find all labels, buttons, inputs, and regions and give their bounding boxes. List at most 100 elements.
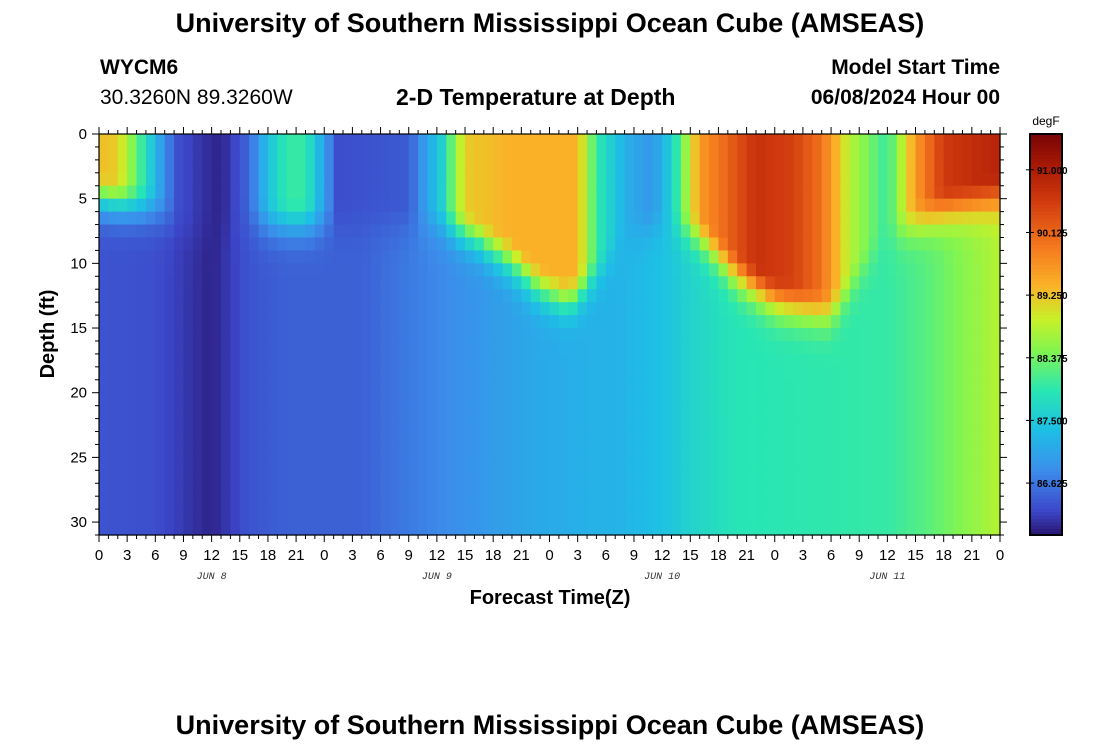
heatmap-cell [755,302,766,316]
heatmap-cell [455,263,466,277]
heatmap-cell [352,431,363,446]
heatmap-cell [755,315,766,329]
heatmap-cell [202,392,213,407]
heatmap-cell [343,146,354,161]
heatmap-cell [399,444,410,458]
heatmap-cell [868,444,879,458]
heatmap-cell [493,470,504,484]
heatmap-cell [465,522,476,536]
heatmap-cell [953,509,964,523]
heatmap-cell [680,315,691,329]
heatmap-cell [990,444,1001,458]
heatmap-cell [802,237,813,252]
heatmap-cell [680,302,691,316]
heatmap-cell [774,366,785,381]
heatmap-cell [765,366,776,381]
heatmap-cell [821,315,832,329]
heatmap-cell [333,405,344,420]
heatmap-cell [615,392,626,407]
heatmap-cell [343,522,354,536]
heatmap-cell [127,483,138,497]
heatmap-cell [436,366,447,381]
x-tick-label: 18 [485,547,502,564]
heatmap-cell [389,134,400,148]
heatmap-cell [540,302,551,316]
heatmap-cell [502,289,513,303]
heatmap-cell [399,198,410,213]
heatmap-cell [465,185,476,200]
heatmap-cell [793,315,804,329]
heatmap-cell [962,276,973,290]
heatmap-cell [868,315,879,329]
heatmap-cell [99,509,109,523]
heatmap-cell [418,353,429,368]
heatmap-cell [971,134,982,148]
heatmap-cell [296,185,307,200]
heatmap-cell [784,302,795,316]
heatmap-cell [174,211,185,226]
heatmap-cell [605,302,616,316]
heatmap-cell [427,159,438,174]
heatmap-cell [530,211,541,226]
heatmap-cell [896,211,907,226]
heatmap-cell [183,509,194,523]
heatmap-cell [746,379,757,394]
heatmap-cell [568,302,579,316]
colorbar-tick-label: 89.250 [1037,291,1068,302]
heatmap-cell [267,340,278,355]
heatmap-cell [493,340,504,355]
heatmap-cell [934,276,945,290]
heatmap-cell [812,328,823,342]
heatmap-cell [906,392,917,407]
heatmap-cell [877,431,888,446]
heatmap-cell [418,496,429,510]
heatmap-cell [690,185,701,200]
heatmap-cell [465,315,476,329]
heatmap-cell [352,457,363,471]
heatmap-cell [343,302,354,316]
heatmap-cell [671,496,682,510]
heatmap-cell [371,250,382,264]
heatmap-cell [399,353,410,368]
heatmap-cell [418,392,429,407]
heatmap-cell [849,146,860,161]
heatmap-cell [530,457,541,471]
heatmap-cell [709,250,720,264]
colorbar-swatch [1030,210,1062,215]
heatmap-cell [802,159,813,174]
heatmap-cell [587,289,598,303]
heatmap-cell [446,146,457,161]
heatmap-cell [483,302,494,316]
heatmap-cell [624,379,635,394]
colorbar-swatch [1030,237,1062,242]
heatmap-cell [981,496,992,510]
heatmap-cell [483,418,494,433]
heatmap-cell [239,134,250,148]
heatmap-cell [324,405,335,420]
heatmap-cell [953,431,964,446]
heatmap-cell [587,159,598,174]
heatmap-cell [211,302,222,316]
x-tick-label: 15 [907,547,924,564]
colorbar-swatch [1030,200,1062,205]
heatmap-cell [587,496,598,510]
heatmap-cell [680,340,691,355]
heatmap-cell [493,159,504,174]
heatmap-cell [568,392,579,407]
heatmap-cell [399,134,410,148]
heatmap-cell [249,431,260,446]
colorbar-swatch [1030,448,1062,453]
heatmap-cell [784,185,795,200]
heatmap-cell [962,340,973,355]
heatmap-cell [183,457,194,471]
heatmap-cell [549,172,560,187]
heatmap-cell [887,211,898,226]
heatmap-cell [474,289,485,303]
colorbar-swatch [1030,364,1062,369]
heatmap-cell [990,340,1001,355]
heatmap-cell [746,444,757,458]
heatmap-cell [755,159,766,174]
heatmap-cell [267,431,278,446]
heatmap-cell [802,418,813,433]
heatmap-cell [493,276,504,290]
